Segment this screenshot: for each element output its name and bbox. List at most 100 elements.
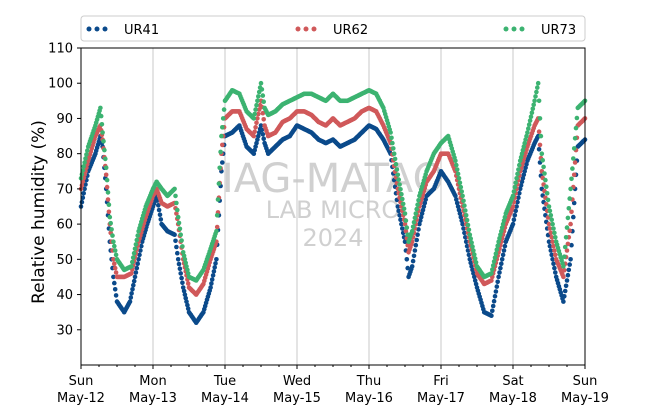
- x-tick-label-day: Fri: [433, 374, 449, 389]
- data-point: [472, 252, 477, 257]
- data-point: [536, 129, 542, 134]
- data-point: [499, 261, 504, 267]
- x-tick-label-day: Sun: [69, 374, 94, 389]
- data-point: [420, 207, 426, 213]
- data-point: [519, 179, 525, 185]
- data-series: [78, 80, 588, 326]
- data-point: [134, 237, 140, 243]
- data-point: [414, 206, 420, 212]
- legend-item-UR41: UR41: [86, 23, 159, 38]
- data-point: [106, 209, 112, 215]
- data-point: [499, 228, 504, 234]
- data-point: [511, 217, 517, 222]
- data-point: [522, 169, 527, 174]
- data-point: [547, 208, 553, 214]
- data-point: [401, 206, 407, 211]
- data-point: [180, 244, 185, 249]
- data-point: [178, 271, 183, 276]
- data-point: [515, 199, 520, 205]
- data-point: [104, 184, 110, 190]
- data-point: [80, 179, 86, 185]
- data-point: [470, 267, 475, 273]
- data-point: [514, 176, 519, 181]
- data-point: [538, 133, 544, 139]
- data-point: [252, 111, 257, 117]
- x-tick-label-day: Thu: [356, 374, 381, 389]
- data-point: [567, 228, 572, 233]
- watermark: IAG-MATAO LAB MICRO 2024: [222, 156, 444, 252]
- data-point: [102, 147, 107, 153]
- data-point: [103, 172, 109, 178]
- data-point: [392, 156, 398, 162]
- data-point: [210, 273, 216, 278]
- legend-marker: [94, 26, 100, 32]
- data-point: [178, 232, 183, 237]
- data-point: [489, 313, 494, 319]
- data-point: [552, 265, 557, 271]
- data-point: [174, 200, 179, 206]
- data-point: [131, 278, 137, 284]
- data-point: [511, 189, 517, 194]
- data-point: [139, 243, 144, 249]
- data-point: [542, 171, 547, 176]
- data-point: [133, 270, 139, 275]
- data-point: [454, 162, 459, 168]
- data-point: [185, 281, 191, 286]
- data-point: [183, 295, 188, 301]
- data-point: [517, 158, 523, 163]
- data-point: [467, 257, 473, 262]
- data-point: [261, 99, 267, 104]
- data-point: [461, 226, 466, 231]
- data-point: [251, 151, 257, 156]
- data-point: [388, 130, 393, 135]
- data-point: [111, 257, 116, 262]
- data-point: [413, 242, 419, 248]
- data-point: [129, 291, 134, 296]
- watermark-line-1: IAG-MATAO: [222, 156, 444, 202]
- data-point: [412, 215, 418, 221]
- data-point: [492, 294, 498, 299]
- data-point: [501, 248, 507, 253]
- data-point: [513, 208, 518, 214]
- x-tick-label-date: May-13: [129, 391, 177, 406]
- data-point: [562, 288, 568, 294]
- data-point: [539, 151, 545, 156]
- data-point: [112, 261, 117, 267]
- data-point: [535, 80, 541, 86]
- data-point: [493, 289, 499, 294]
- data-point: [130, 287, 135, 292]
- data-point: [174, 244, 179, 250]
- data-point: [112, 265, 118, 271]
- data-point: [179, 238, 184, 243]
- x-tick-label-date: May-12: [57, 391, 105, 406]
- watermark-line-3: 2024: [302, 224, 363, 252]
- data-point: [397, 182, 402, 187]
- data-point: [495, 279, 501, 285]
- legend-marker: [303, 26, 309, 32]
- data-point: [548, 230, 554, 236]
- data-point: [493, 251, 499, 256]
- data-point: [212, 265, 217, 270]
- data-point: [453, 193, 458, 199]
- data-point: [491, 298, 497, 304]
- data-point: [510, 193, 516, 199]
- data-point: [544, 184, 549, 189]
- x-tick-label-date: May-16: [345, 391, 393, 406]
- data-point: [129, 264, 134, 269]
- y-tick-label: 80: [56, 147, 73, 162]
- data-point: [571, 200, 577, 206]
- data-point: [533, 94, 538, 99]
- data-point: [173, 193, 178, 199]
- data-point: [545, 197, 551, 203]
- data-point: [456, 207, 462, 213]
- data-point: [185, 306, 191, 311]
- data-point: [502, 214, 508, 220]
- data-point: [261, 136, 267, 141]
- data-point: [182, 257, 188, 262]
- data-point: [403, 228, 409, 234]
- data-point: [220, 125, 225, 130]
- data-point: [82, 160, 87, 165]
- data-point: [489, 271, 494, 276]
- data-point: [157, 212, 163, 217]
- data-point: [411, 253, 417, 259]
